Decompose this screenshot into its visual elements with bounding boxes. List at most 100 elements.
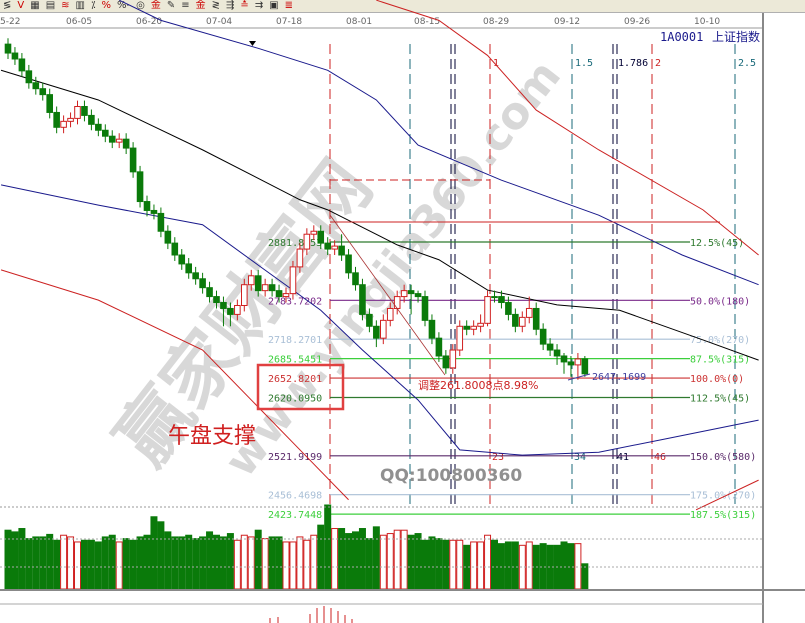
candle-body xyxy=(491,296,498,299)
candle xyxy=(18,53,26,77)
percent-icon[interactable]: % xyxy=(101,0,111,11)
candle-body xyxy=(282,293,290,298)
time-line-bottom-label: 46 xyxy=(654,452,666,463)
volume-bar xyxy=(379,534,387,590)
volume-bar xyxy=(275,536,283,590)
candle-body xyxy=(380,319,387,339)
time-line-bottom-label: 41 xyxy=(617,452,629,463)
candle xyxy=(477,314,484,333)
fib-price-label: 2783.7202 xyxy=(268,296,322,307)
candle xyxy=(574,353,582,380)
fib-percent-label: 112.5%(45) xyxy=(690,394,750,405)
volume-bar xyxy=(435,538,443,590)
candle-body xyxy=(247,275,255,286)
fib-price-label: 2456.4698 xyxy=(268,491,322,502)
candle xyxy=(53,106,60,134)
candle xyxy=(81,100,88,122)
volume-bar xyxy=(442,539,450,590)
candle-body xyxy=(136,171,144,203)
table-icon[interactable]: ▤ xyxy=(45,0,56,11)
volume-bar xyxy=(449,539,457,590)
candle-body xyxy=(463,325,470,330)
candle-body xyxy=(477,322,484,327)
box-icon[interactable]: ▣ xyxy=(269,0,279,11)
candle-body xyxy=(53,111,60,128)
candle-body xyxy=(386,307,394,321)
volume-bar xyxy=(345,533,353,590)
volume-bar xyxy=(421,539,429,590)
fib-price-label: 2423.7448 xyxy=(268,510,322,521)
draw-tool-icon[interactable]: ≶ xyxy=(3,0,12,11)
arrow-lines-icon[interactable]: ⇶ xyxy=(226,0,235,11)
percent-red-icon[interactable]: ⁒ xyxy=(90,0,96,11)
time-line-top-label: 2 xyxy=(655,58,661,69)
volume-bar xyxy=(484,534,492,590)
volume-bar xyxy=(32,536,40,590)
candle-body xyxy=(400,290,408,298)
gold-line-icon[interactable]: 金 xyxy=(150,0,161,11)
adjustment-annotation: 调整261.8008点8.98% xyxy=(418,378,538,392)
volume-bar xyxy=(560,541,568,590)
candle-body xyxy=(206,287,213,298)
fib-price-label: 2881.8953 xyxy=(268,238,322,249)
candle xyxy=(324,237,331,256)
volume-bar xyxy=(240,534,248,590)
low-trend-line xyxy=(567,373,591,381)
wave-icon[interactable]: V xyxy=(17,0,25,11)
volume-bar xyxy=(261,538,269,590)
grid-icon[interactable]: ▦ xyxy=(30,0,40,11)
volume-bar xyxy=(87,539,95,590)
lines-2-icon[interactable]: ≛ xyxy=(240,0,249,11)
candle xyxy=(338,234,345,261)
candle xyxy=(171,237,179,261)
candle xyxy=(67,112,74,128)
candle xyxy=(108,130,116,149)
candle xyxy=(227,302,234,327)
candle-body xyxy=(581,358,589,375)
date-tick: 07-04 xyxy=(206,17,232,27)
volume-bar xyxy=(324,504,332,590)
lines-icon[interactable]: ≋ xyxy=(61,0,70,11)
fast-icon[interactable]: ⇉ xyxy=(254,0,264,11)
percent-line-icon[interactable]: %- xyxy=(117,0,131,11)
candle xyxy=(261,278,269,297)
candle xyxy=(11,47,19,65)
volume-bar xyxy=(67,536,75,590)
volume-bar xyxy=(511,541,519,590)
volume-bar xyxy=(74,541,81,590)
volume-bar xyxy=(247,536,255,590)
index-name: 上证指数 xyxy=(712,29,760,44)
candle xyxy=(46,88,54,119)
candle xyxy=(400,284,408,303)
index-code: 1A0001 xyxy=(660,30,703,44)
candle-body xyxy=(171,242,179,256)
candle-body xyxy=(164,230,172,244)
volume-bar xyxy=(303,539,311,590)
candle xyxy=(505,296,512,321)
volume-bar xyxy=(525,541,533,590)
candle xyxy=(373,320,380,348)
time-line-top-label: 1 xyxy=(493,58,499,69)
candle-body xyxy=(539,328,547,345)
candle-body xyxy=(81,106,88,116)
candle-body xyxy=(102,129,109,137)
candle-body xyxy=(234,304,241,315)
pen-icon[interactable]: ✎ xyxy=(166,0,176,11)
candle xyxy=(386,302,394,327)
fib-icon[interactable]: ≡ xyxy=(181,0,190,11)
gold-circle-icon[interactable]: ◎ xyxy=(136,0,145,11)
list-icon[interactable]: ≣ xyxy=(284,0,294,11)
candle-body xyxy=(449,349,457,369)
chart-icon[interactable]: ▥ xyxy=(75,0,85,11)
volume-bar xyxy=(539,543,547,590)
date-tick: 08-29 xyxy=(483,17,509,27)
candle xyxy=(234,299,241,321)
fan-icon[interactable]: ≷ xyxy=(211,0,221,11)
gold-icon[interactable]: 金 xyxy=(195,0,206,11)
candle xyxy=(88,109,95,131)
volume-bar xyxy=(365,538,373,590)
volume-bar xyxy=(386,533,394,590)
date-tick: 06-05 xyxy=(66,17,92,27)
candle-body xyxy=(32,82,40,90)
